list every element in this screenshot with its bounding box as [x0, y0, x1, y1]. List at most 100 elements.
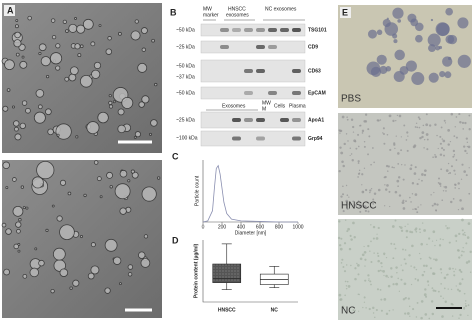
cell — [368, 307, 371, 311]
cell — [404, 262, 407, 265]
cell — [338, 220, 341, 223]
cell — [406, 149, 409, 152]
vesicle — [130, 169, 135, 174]
cell — [457, 208, 460, 211]
cell — [342, 210, 345, 213]
cell — [370, 240, 372, 243]
cell — [346, 230, 349, 233]
cell — [338, 169, 341, 173]
cell — [463, 306, 466, 309]
cell — [445, 190, 447, 192]
cell — [416, 126, 419, 129]
cell — [455, 240, 458, 242]
cell — [465, 174, 468, 177]
y-axis-label: Protein content (µg/ml) — [193, 243, 199, 298]
cell — [396, 114, 399, 117]
vesicle — [59, 268, 69, 277]
label-box — [340, 7, 351, 18]
cell — [434, 153, 436, 156]
blot-band — [220, 45, 229, 49]
cell — [384, 184, 386, 186]
cell-cluster — [370, 66, 382, 77]
cell — [459, 199, 462, 202]
x-tick-label: 400 — [237, 224, 246, 230]
cell — [431, 240, 434, 242]
cell — [359, 257, 363, 261]
vesicle — [114, 183, 131, 200]
vesicle — [4, 59, 15, 71]
cell — [465, 137, 468, 140]
cell — [420, 242, 424, 246]
cell — [400, 149, 403, 152]
vesicle — [5, 186, 9, 190]
vesicle — [79, 74, 93, 88]
vesicle — [86, 121, 100, 135]
cell — [411, 244, 414, 248]
cell — [393, 166, 395, 169]
cell — [357, 162, 360, 164]
vesicle — [59, 224, 75, 240]
cell — [416, 301, 419, 304]
cell — [341, 115, 345, 119]
cell — [363, 250, 367, 254]
blot-band — [280, 28, 289, 32]
cell — [391, 225, 395, 228]
vesicle — [33, 111, 46, 124]
cell — [364, 279, 367, 282]
cell — [410, 164, 413, 167]
vesicle — [62, 19, 67, 24]
cell — [450, 288, 453, 291]
cell — [390, 242, 393, 245]
vesicle — [55, 65, 61, 71]
cell — [431, 287, 434, 289]
cell — [387, 170, 389, 172]
cell — [463, 292, 466, 295]
decoration — [1, 3, 472, 320]
cell — [452, 267, 454, 270]
cell — [461, 121, 465, 124]
vesicle — [91, 69, 101, 79]
vesicle — [108, 104, 114, 109]
blot-band — [292, 91, 301, 95]
cell — [341, 160, 344, 163]
cell — [447, 162, 450, 165]
cell — [421, 135, 424, 139]
vesicle — [56, 215, 63, 222]
column-header: M — [262, 106, 266, 112]
cell — [388, 190, 391, 193]
cell — [441, 315, 444, 318]
cell — [464, 300, 467, 302]
vesicle — [138, 101, 145, 108]
cell — [373, 161, 375, 164]
vesicle — [5, 228, 12, 235]
row-label: CD63 — [308, 68, 321, 74]
vesicle — [14, 31, 21, 39]
cell — [425, 113, 428, 116]
cell — [453, 270, 455, 273]
cell — [367, 210, 370, 213]
cell — [455, 159, 458, 161]
vesicle — [104, 287, 111, 294]
cell — [467, 314, 469, 316]
cell — [395, 266, 398, 269]
cell — [423, 293, 427, 297]
cell — [352, 221, 355, 225]
vesicle — [107, 36, 112, 41]
cell — [390, 267, 393, 270]
cell — [351, 159, 354, 162]
cell — [467, 222, 471, 225]
vesicle — [13, 243, 19, 250]
cell — [363, 141, 366, 143]
cell — [357, 145, 360, 148]
cell — [460, 270, 463, 274]
cell — [372, 312, 375, 314]
cell — [440, 283, 442, 285]
mw-label: ~37 kDa — [176, 74, 195, 80]
cell — [372, 306, 375, 310]
cell — [456, 288, 460, 291]
cell — [350, 238, 353, 241]
vesicle — [46, 74, 50, 79]
vesicle — [68, 73, 77, 82]
cell — [443, 287, 446, 290]
cell — [413, 172, 417, 175]
